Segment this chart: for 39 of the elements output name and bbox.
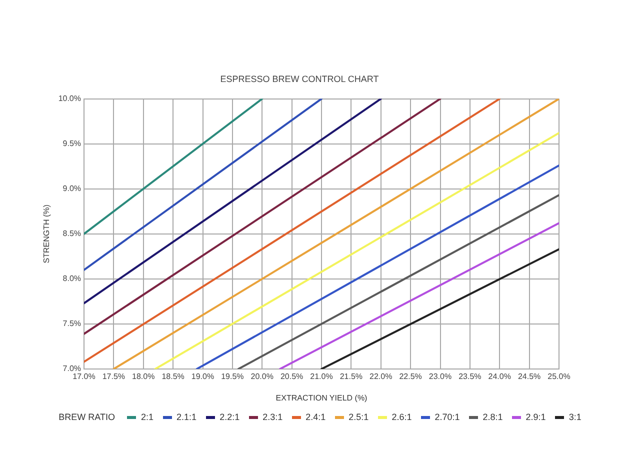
y-axis-title: STRENGTH (%) xyxy=(42,204,52,264)
x-tick-label: 24.0% xyxy=(488,372,511,382)
legend-label: 2.5:1 xyxy=(348,411,369,423)
x-tick-label: 21.5% xyxy=(340,372,363,382)
x-tick-label: 18.5% xyxy=(162,372,184,382)
legend-label: 2:1 xyxy=(141,411,154,423)
x-tick-label: 18.0% xyxy=(132,372,155,382)
legend-label: 2.6:1 xyxy=(392,411,412,423)
legend-label: 2.8:1 xyxy=(482,411,503,423)
x-tick-label: 19.0% xyxy=(191,372,214,382)
x-tick-label: 20.5% xyxy=(280,372,304,382)
legend-label: 2.1:1 xyxy=(176,411,197,423)
x-axis-title: EXTRACTION YIELD (%) xyxy=(276,393,368,402)
y-tick-label: 8.5% xyxy=(62,229,81,238)
y-tick-label: 9.5% xyxy=(62,139,81,148)
x-tick-label: 23.5% xyxy=(458,372,482,382)
y-tick-label: 10.0% xyxy=(58,94,81,104)
legend-label: 2.3:1 xyxy=(262,411,283,423)
legend-label: 2.70:1 xyxy=(434,411,460,423)
legend-label: 2.9:1 xyxy=(526,411,546,423)
legend-label: 2.2:1 xyxy=(220,411,240,423)
y-tick-label: 8.0% xyxy=(62,274,81,284)
x-tick-label: 22.5% xyxy=(399,372,422,382)
legend-label: 2.4:1 xyxy=(306,411,326,423)
x-tick-label: 23.0% xyxy=(428,372,452,382)
x-tick-label: 17.5% xyxy=(102,372,126,382)
x-tick-label: 24.5% xyxy=(518,372,541,382)
x-tick-label: 25.0% xyxy=(548,372,570,382)
x-tick-label: 20.0% xyxy=(250,372,274,382)
chart-title: ESPRESSO BREW CONTROL CHART xyxy=(220,74,380,84)
y-tick-label: 7.0% xyxy=(62,364,81,374)
x-tick-label: 21.0% xyxy=(310,372,333,382)
legend-label: 3:1 xyxy=(568,411,582,423)
x-tick-label: 19.5% xyxy=(221,372,244,382)
y-tick-label: 9.0% xyxy=(62,184,81,194)
y-tick-label: 7.5% xyxy=(62,319,81,328)
legend-title: BREW RATIO xyxy=(58,411,116,423)
x-tick-label: 22.0% xyxy=(370,372,392,382)
x-tick-label: 17.0% xyxy=(72,372,96,382)
